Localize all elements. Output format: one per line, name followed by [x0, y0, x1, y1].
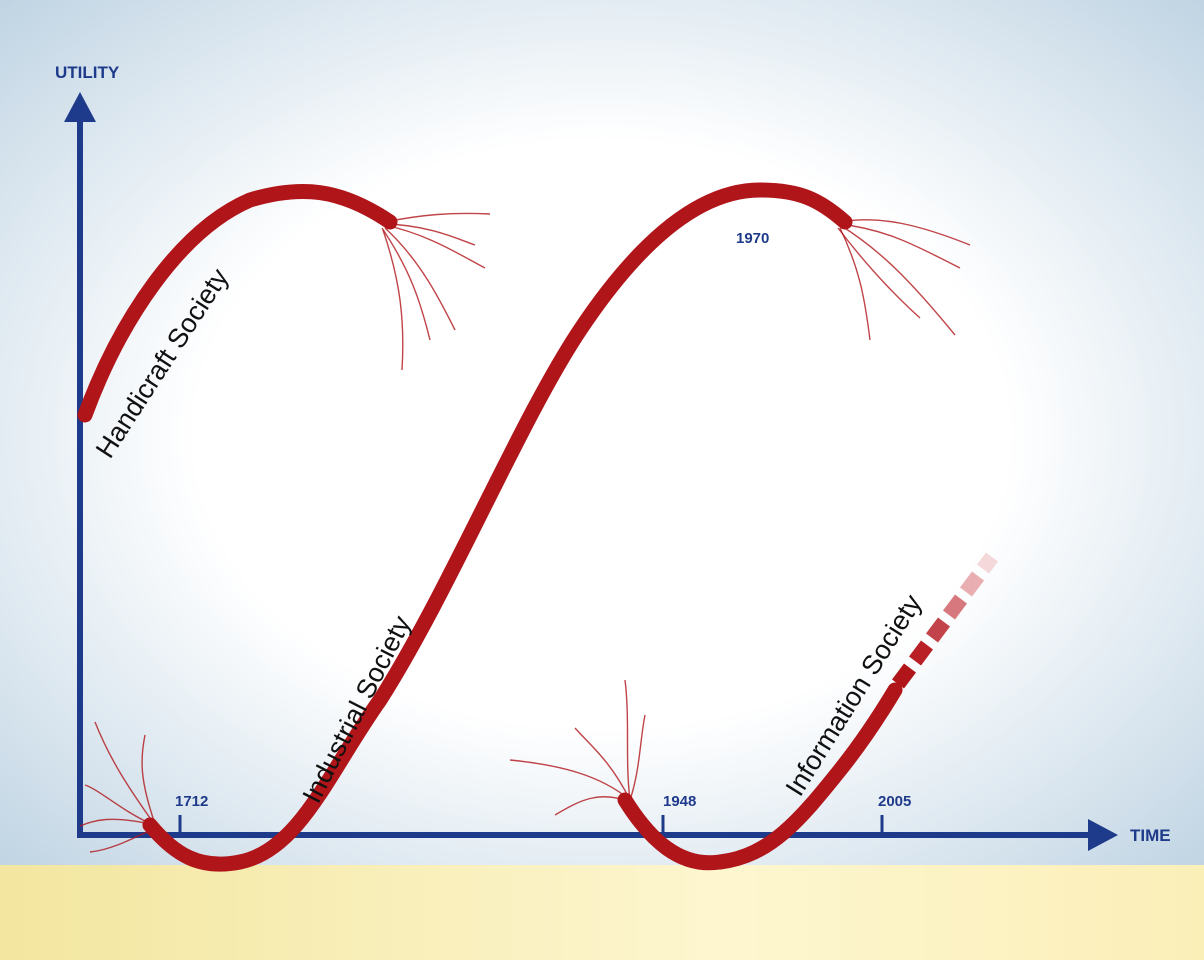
bottom-band	[0, 865, 1204, 960]
tick-label: 2005	[878, 793, 911, 810]
dashed-extension	[892, 552, 998, 689]
curve	[77, 183, 398, 423]
y-axis-label: UTILITY	[55, 63, 120, 82]
fray	[79, 212, 971, 853]
tick-label: 1948	[663, 793, 696, 810]
tick-label: 1712	[175, 793, 208, 810]
y-arrow	[64, 92, 96, 122]
annotation: 1970	[736, 230, 769, 247]
curve	[142, 182, 853, 872]
x-arrow	[1088, 819, 1118, 851]
x-axis-label: TIME	[1130, 826, 1171, 845]
background	[0, 0, 1204, 870]
curve	[617, 682, 903, 871]
